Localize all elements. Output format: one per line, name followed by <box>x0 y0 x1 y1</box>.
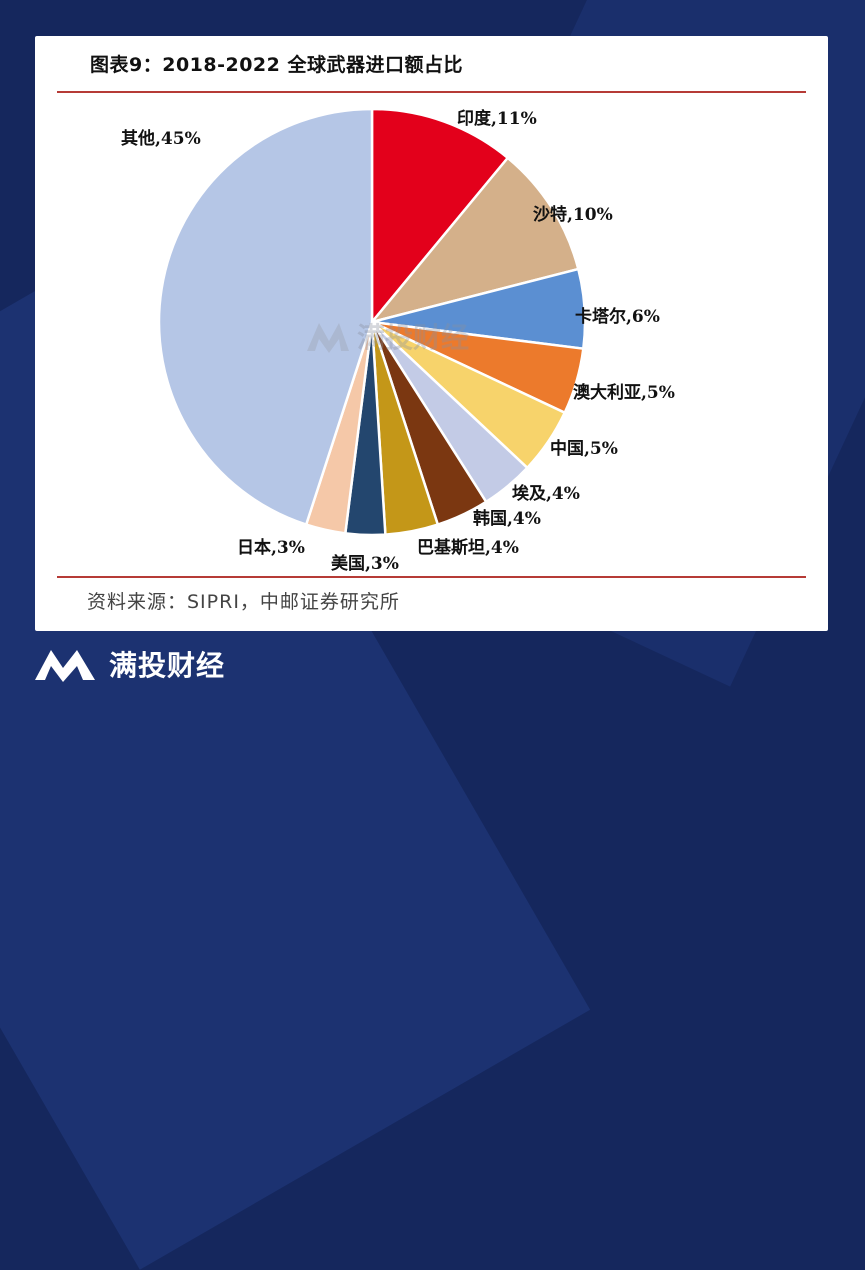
brand-logo-icon <box>35 650 95 682</box>
brand: 满投财经 <box>33 644 225 684</box>
slice-label: 韩国,4% <box>473 508 541 529</box>
slice-label: 印度,11% <box>457 108 537 129</box>
slice-label: 日本,3% <box>237 537 305 558</box>
slice-label: 卡塔尔,6% <box>575 306 660 327</box>
pie-slices <box>157 107 587 537</box>
slice-label: 其他,45% <box>121 128 201 149</box>
brand-name: 满投财经 <box>109 649 226 682</box>
slice-label: 沙特,10% <box>533 204 613 225</box>
slice-label: 埃及,4% <box>512 483 580 504</box>
source-divider <box>57 576 806 578</box>
pie-slice <box>368 156 580 325</box>
brand-logo-icon <box>307 323 349 353</box>
pie-slice <box>157 107 374 527</box>
pie-chart: 印度,11% 沙特,10% 卡塔尔,6% 澳大利亚,5% 中国,5% 埃及,4% 韩国,4%… <box>121 107 675 574</box>
slice-label: 美国,3% <box>331 553 399 574</box>
slice-label: 中国,5% <box>550 438 618 459</box>
slice-label: 巴基斯坦,4% <box>417 537 519 558</box>
watermark-text: 满投财经 <box>357 321 470 354</box>
title-divider <box>57 91 806 93</box>
chart-title: 图表9：2018-2022 全球武器进口额占比 <box>90 54 463 76</box>
pie-labels: 印度,11% 沙特,10% 卡塔尔,6% 澳大利亚,5% 中国,5% 埃及,4% 韩国,4%… <box>121 108 675 574</box>
source-note: 资料来源：SIPRI，中邮证券研究所 <box>87 591 400 613</box>
watermark: 满投财经 <box>305 316 469 356</box>
pie-slice <box>370 107 510 326</box>
slice-label: 澳大利亚,5% <box>573 382 675 403</box>
chart-card: 图表9：2018-2022 全球武器进口额占比 印度,11% 沙特,10% 卡塔尔,… <box>35 36 828 631</box>
